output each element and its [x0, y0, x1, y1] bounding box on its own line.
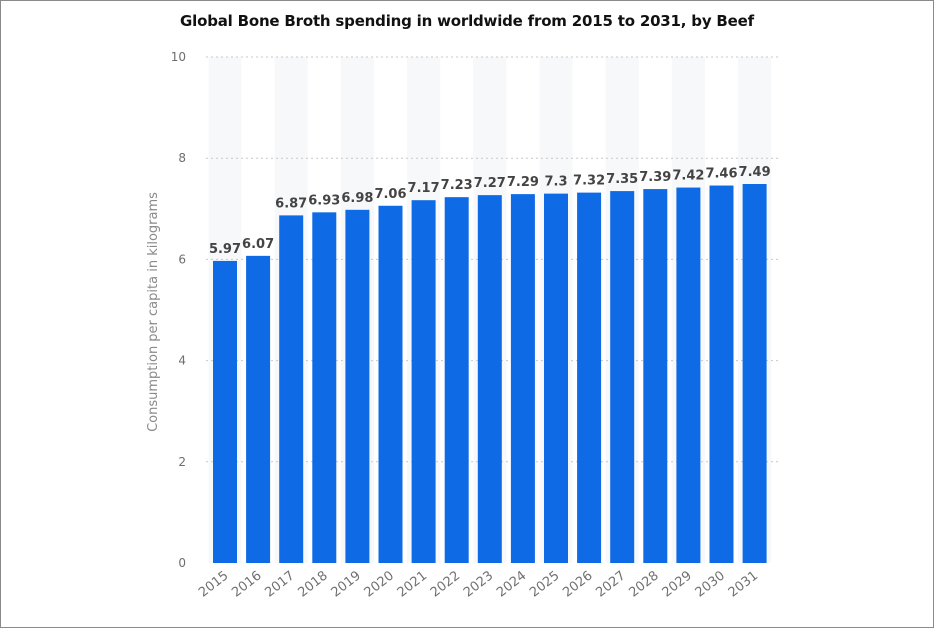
data-label: 6.98 — [341, 191, 373, 206]
x-tick-label: 2019 — [329, 568, 364, 600]
x-tick-label: 2029 — [660, 568, 695, 600]
y-axis-ticks: 0 2 4 6 8 10 — [171, 50, 186, 570]
bar — [246, 255, 271, 563]
x-tick-label: 2015 — [196, 568, 231, 600]
bar — [742, 184, 767, 564]
x-axis-ticks: 2015201620172018201920202021202220232024… — [196, 568, 761, 600]
data-labels: 5.97 6.07 6.87 6.93 6.98 7.06 7.17 7.23 7.27 7.29… — [209, 165, 771, 257]
data-label: 7.35 — [606, 172, 638, 187]
x-tick-label: 2018 — [295, 568, 330, 600]
data-label: 7.27 — [474, 176, 506, 191]
x-tick-label: 2024 — [494, 568, 529, 600]
x-tick-label: 2023 — [461, 568, 496, 600]
y-axis-label: Consumption per capita in kilograms — [146, 192, 161, 432]
bar — [477, 195, 502, 563]
data-label: 7.3 — [544, 175, 567, 190]
x-tick-label: 2031 — [726, 568, 761, 600]
data-label: 7.29 — [507, 175, 539, 190]
x-tick-label: 2025 — [527, 568, 562, 600]
y-tick-label: 2 — [178, 455, 186, 469]
bar — [312, 212, 337, 564]
bar — [577, 192, 602, 563]
bar — [544, 193, 568, 563]
data-label: 6.07 — [242, 237, 274, 252]
y-tick-label: 0 — [178, 556, 186, 570]
y-tick-label: 8 — [178, 151, 186, 165]
data-label: 6.87 — [275, 196, 307, 211]
data-label: 7.06 — [374, 187, 406, 202]
bar — [610, 191, 635, 563]
bars — [213, 184, 767, 564]
x-tick-label: 2027 — [593, 568, 628, 600]
y-tick-label: 6 — [178, 252, 186, 266]
bar — [378, 205, 403, 563]
x-tick-label: 2026 — [560, 568, 595, 600]
bar — [510, 194, 535, 563]
data-label: 7.23 — [441, 178, 473, 193]
x-tick-label: 2020 — [362, 568, 397, 600]
x-tick-label: 2022 — [428, 568, 463, 600]
bar — [709, 185, 734, 564]
y-tick-label: 10 — [171, 50, 186, 64]
x-tick-label: 2021 — [395, 568, 430, 600]
data-label: 7.46 — [705, 167, 737, 182]
bar — [411, 200, 436, 563]
bar — [213, 260, 237, 563]
data-label: 7.49 — [739, 165, 771, 180]
data-label: 7.17 — [408, 181, 440, 196]
bar — [345, 209, 370, 563]
chart-title: Global Bone Broth spending in worldwide … — [180, 12, 754, 30]
data-label: 6.93 — [308, 193, 340, 208]
data-label: 7.39 — [639, 170, 671, 185]
bar — [676, 187, 701, 563]
x-tick-label: 2017 — [262, 568, 297, 600]
data-label: 7.32 — [573, 174, 605, 189]
bar — [279, 215, 304, 564]
data-label: 5.97 — [209, 242, 241, 257]
x-tick-label: 2028 — [626, 568, 661, 600]
x-tick-label: 2030 — [693, 568, 728, 600]
y-tick-label: 4 — [178, 354, 186, 368]
bar — [643, 189, 668, 564]
bar — [444, 197, 469, 564]
x-tick-label: 2016 — [229, 568, 264, 600]
data-label: 7.42 — [672, 169, 704, 184]
